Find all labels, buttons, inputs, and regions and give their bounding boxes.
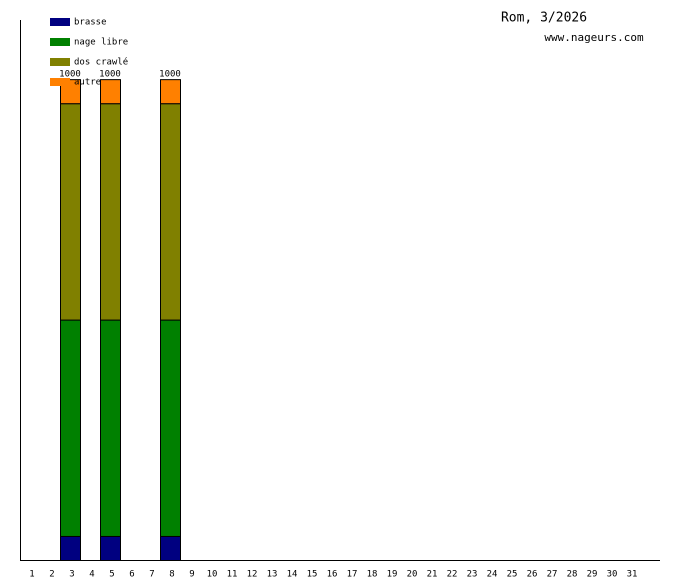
x-tick-label: 28	[567, 570, 578, 580]
total-label: 1000	[59, 70, 81, 80]
x-tick-label: 13	[267, 570, 278, 580]
x-tick-label: 21	[427, 570, 438, 580]
x-tick-label: 19	[387, 570, 398, 580]
x-tick-label: 24	[487, 570, 498, 580]
legend-swatch	[50, 18, 70, 26]
total-label: 1000	[99, 70, 121, 80]
bar-segment	[160, 319, 181, 537]
x-tick-label: 20	[407, 570, 418, 580]
x-tick-label: 23	[467, 570, 478, 580]
x-tick-label: 22	[447, 570, 458, 580]
x-tick-label: 31	[627, 570, 638, 580]
x-tick-label: 2	[49, 570, 54, 580]
x-tick-label: 10	[207, 570, 218, 580]
bar-segment	[60, 535, 81, 562]
x-tick-label: 15	[307, 570, 318, 580]
legend-label: nage libre	[74, 38, 128, 48]
total-label: 1000	[159, 70, 181, 80]
legend-label: autre	[74, 78, 101, 88]
bar-segment	[100, 79, 121, 105]
chart-subtitle: www.nageurs.com	[544, 31, 644, 44]
x-tick-label: 8	[169, 570, 174, 580]
x-tick-label: 9	[189, 570, 194, 580]
x-tick-label: 29	[587, 570, 598, 580]
x-tick-label: 18	[367, 570, 378, 580]
x-tick-label: 12	[247, 570, 258, 580]
chart-title: Rom, 3/2026	[501, 11, 587, 26]
legend-swatch	[50, 58, 70, 66]
x-tick-label: 1	[29, 570, 34, 580]
legend-label: dos crawlé	[74, 57, 128, 68]
x-tick-label: 5	[109, 570, 114, 580]
legend-label: brasse	[74, 18, 107, 28]
x-tick-label: 27	[547, 570, 558, 580]
x-tick-label: 14	[287, 570, 298, 580]
legend-swatch	[50, 78, 70, 86]
x-tick-label: 17	[347, 570, 358, 580]
bar-segment	[160, 79, 181, 105]
bar-segment	[100, 535, 121, 562]
bar-segment	[60, 319, 81, 537]
bar-segment	[100, 103, 121, 321]
x-tick-label: 30	[607, 570, 618, 580]
x-tick-label: 3	[69, 570, 74, 580]
x-tick-label: 25	[507, 570, 518, 580]
legend-swatch	[50, 38, 70, 46]
x-tick-label: 16	[327, 570, 338, 580]
bar-segment	[100, 319, 121, 537]
bar-segment	[60, 103, 81, 321]
x-tick-label: 4	[89, 570, 94, 580]
bar-segment	[160, 535, 181, 562]
x-tick-label: 7	[149, 570, 154, 580]
x-tick-label: 6	[129, 570, 134, 580]
bar-segment	[160, 103, 181, 321]
x-tick-label: 26	[527, 570, 538, 580]
x-tick-label: 11	[227, 570, 238, 580]
